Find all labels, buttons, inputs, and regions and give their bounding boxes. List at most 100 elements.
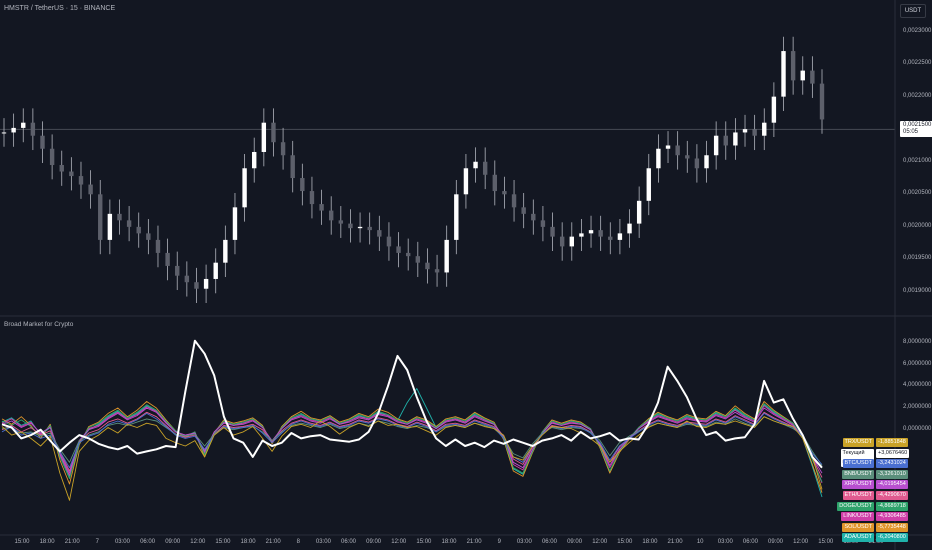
candle-body [78,176,84,185]
legend-item-name: ADA/USDT [842,533,874,543]
time-tick-label: 21:00 [667,539,683,545]
price-tick-label: 0,0020500 [903,190,932,197]
legend-item: LINK/USDT -4,9306485 [841,512,932,522]
candle-body [21,122,26,128]
legend-item-name: DOGE/USDT [837,501,874,511]
price-tick-label: 0,0020000 [903,222,932,229]
time-tick-label: 06:00 [140,539,156,545]
candle-body [126,220,132,227]
candle-body [790,51,796,81]
price-pane[interactable] [0,36,895,304]
indicator-series-line [1,403,823,482]
candle-body [685,155,690,159]
countdown: 05:05 [903,129,919,135]
legend-item: ADA/USDT -6,2040800 [842,533,932,543]
time-tick-label: 15:00 [617,539,633,545]
candle-body [646,168,651,201]
candle-body [559,236,565,247]
candle-body [598,230,603,237]
legend-item: Текущий инструмент+3,0676460 [840,448,932,467]
candle-body [742,129,748,133]
time-tick-label: 09:00 [567,539,583,545]
legend-item-value: -4,9306485 [876,512,908,522]
time-tick-label: 06:00 [541,539,557,545]
candle-body [656,148,661,169]
time-tick-label: 03:00 [114,539,130,545]
candle-body [203,278,209,289]
indicator-tick-label: 6,0000000 [903,360,932,367]
candle-body [367,226,372,231]
time-tick-label: 10 [696,539,704,545]
candle-body [531,213,536,221]
candle-body [694,158,700,169]
time-tick-label: 9 [497,539,501,545]
legend-item-name: LINK/USDT [841,512,874,522]
indicator-series-line [1,411,823,478]
legend-item: BTC/USDT -3,2431024 [842,459,932,469]
legend-item-name: SOL/USDT [842,522,874,532]
candle-body [444,239,449,273]
legend-item-name: BNB/USDT [842,469,874,479]
candle-body [569,236,574,247]
price-tick-label: 0,0023000 [903,27,932,34]
candle-body [1,132,7,134]
candle-body [762,122,767,136]
indicator-series-line [1,339,823,469]
candle-body [810,70,815,84]
time-tick-label: 18:00 [441,539,457,545]
candle-body [627,223,632,234]
candle-body [290,155,295,179]
candle-body [348,223,353,229]
candle-body [30,122,36,136]
legend-item-value: -3,3261010 [876,469,908,479]
candle-body [11,127,16,133]
candle-body [136,226,141,234]
candle-body [454,194,459,240]
currency-button[interactable]: USDT [900,4,926,18]
time-tick-label: 15:00 [215,539,231,545]
candle-body [194,282,199,289]
candle-body [213,262,218,279]
legend-item-value: -5,7735448 [876,522,908,532]
time-tick-label: 21:00 [868,539,884,545]
indicator-series-line [1,412,823,469]
indicator-tick-label: 8,0000000 [903,338,932,345]
candle-body [492,174,497,192]
indicator-tick-label: 4,0000000 [903,382,932,389]
candle-body [40,135,45,149]
candle-body [357,226,363,229]
time-tick-label: 12:00 [793,539,809,545]
candle-body [117,213,122,221]
legend-item-name: ETH/USDT [842,491,874,500]
legend-item-value: -4,4290670 [876,491,908,500]
candle-body [175,265,180,276]
legend-item-value: -4,8689718 [876,501,908,511]
candle-body [511,194,517,208]
candle-body [781,51,786,97]
candle-body [98,194,103,240]
time-tick-label: 15:00 [818,539,834,545]
candle-body [473,161,478,169]
candle-body [425,262,430,270]
legend-item: BNB/USDT -3,3261010 [842,469,932,479]
last-price-badge: 0,0021500 05:05 [900,121,932,137]
legend-item: SOL/USDT -5,7735448 [842,522,932,532]
indicator-tick-label: 2,0000000 [903,404,932,410]
legend-item: XRP/USDT -4,0195454 [842,480,932,490]
candle-body [319,204,324,211]
candle-body [636,200,642,224]
indicator-series-line [1,388,823,498]
candle-body [377,230,382,237]
time-tick-label: 09:00 [768,539,784,545]
candle-body [242,168,247,208]
candle-body [704,155,709,169]
legend-item-value: -3,2431024 [876,459,908,469]
indicator-pane[interactable] [1,339,823,501]
price-tick-label: 0,0022500 [903,60,932,67]
candle-body [482,161,488,175]
candle-body [232,207,238,240]
candle-body [49,148,55,166]
candle-body [752,129,757,136]
legend-item: ETH/USDT -4,4290670 [842,491,932,500]
